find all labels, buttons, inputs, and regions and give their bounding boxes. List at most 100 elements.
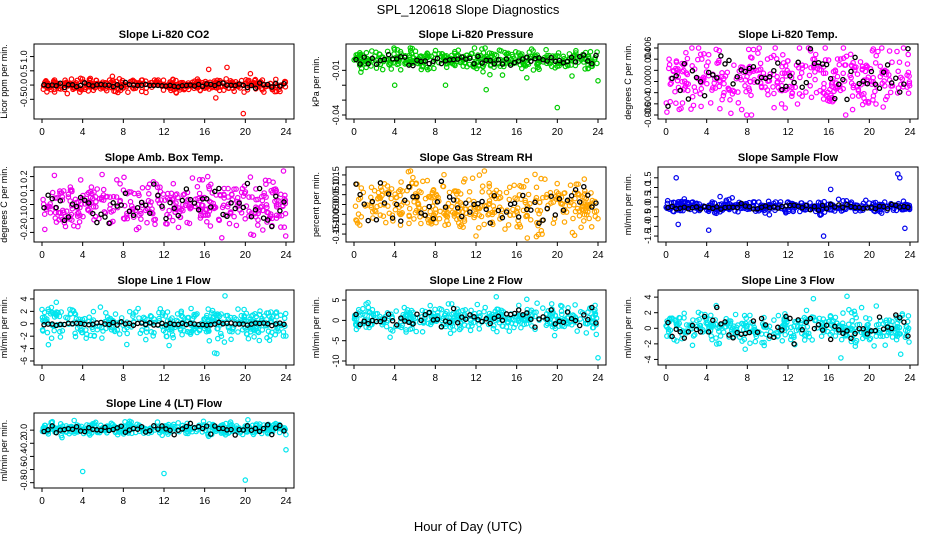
- data-point: [458, 222, 465, 228]
- data-point: [254, 222, 261, 228]
- data-point: [401, 304, 408, 311]
- data-point: [252, 310, 258, 317]
- mean-point: [726, 332, 732, 338]
- mean-point: [94, 219, 100, 226]
- mean-point: [511, 200, 518, 207]
- mean-point: [252, 207, 259, 213]
- y-tick-label: -0.004: [643, 91, 653, 117]
- data-point: [730, 323, 737, 330]
- data-point: [887, 89, 894, 96]
- data-point: [867, 335, 874, 342]
- data-point: [743, 88, 749, 95]
- x-tick-label: 24: [904, 127, 916, 138]
- data-point: [185, 430, 191, 437]
- data-point: [494, 306, 500, 313]
- data-point: [533, 233, 540, 240]
- x-tick-label: 16: [823, 373, 835, 384]
- data-point: [745, 46, 752, 53]
- data-point: [251, 77, 258, 84]
- data-point: [221, 339, 228, 345]
- mean-point: [681, 60, 688, 67]
- mean-point: [86, 200, 92, 206]
- data-point: [55, 209, 62, 216]
- data-point: [229, 191, 235, 198]
- data-point: [399, 322, 406, 329]
- data-point: [883, 332, 890, 339]
- data-point: [593, 331, 600, 338]
- data-point: [214, 311, 221, 317]
- data-point: [807, 48, 814, 54]
- data-point: [880, 104, 887, 110]
- data-point: [247, 174, 254, 180]
- mean-point: [685, 329, 692, 335]
- data-point: [886, 48, 893, 54]
- outlier-point: [473, 233, 479, 239]
- x-tick-label: 16: [511, 373, 523, 384]
- data-point: [727, 320, 734, 326]
- data-point: [39, 306, 45, 313]
- x-tick-label: 0: [663, 250, 669, 261]
- x-tick-label: 24: [592, 250, 604, 261]
- data-point: [173, 90, 180, 96]
- data-point: [144, 219, 150, 226]
- data-point: [842, 62, 849, 68]
- mean-point: [491, 192, 498, 199]
- data-point: [245, 416, 251, 423]
- mean-point: [499, 61, 506, 67]
- mean-point: [434, 199, 441, 205]
- data-point: [683, 322, 690, 328]
- y-tick-label: 1.5: [643, 172, 653, 185]
- data-point: [716, 340, 723, 347]
- data-point: [833, 86, 839, 92]
- mean-point: [49, 423, 55, 429]
- data-point: [143, 336, 149, 343]
- mean-point: [191, 200, 198, 206]
- data-point: [87, 194, 94, 201]
- data-point: [738, 106, 745, 113]
- data-point: [116, 76, 123, 82]
- data-point: [136, 315, 142, 321]
- data-point: [418, 220, 424, 227]
- mean-point: [102, 214, 108, 220]
- data-point: [712, 317, 719, 323]
- data-point: [192, 312, 199, 318]
- mean-point: [722, 319, 728, 325]
- mean-point: [365, 217, 371, 224]
- x-tick-label: 20: [240, 127, 252, 138]
- data-point: [865, 98, 871, 105]
- data-point: [407, 168, 414, 174]
- data-point: [894, 326, 901, 333]
- mean-point: [53, 204, 59, 211]
- mean-point: [689, 322, 696, 329]
- data-point: [283, 333, 289, 339]
- data-point: [836, 61, 843, 68]
- data-point: [716, 83, 723, 90]
- mean-point: [98, 211, 104, 217]
- mean-point: [195, 81, 202, 88]
- data-point: [431, 51, 438, 57]
- outlier-point: [810, 295, 817, 302]
- data-point: [51, 172, 58, 179]
- data-point: [524, 213, 531, 219]
- data-point: [849, 93, 856, 99]
- data-point: [885, 72, 892, 78]
- data-point: [872, 60, 879, 66]
- data-point: [786, 70, 792, 76]
- data-point: [246, 213, 252, 219]
- mean-point: [216, 185, 222, 192]
- data-point: [840, 45, 847, 51]
- y-tick-label: -0.1: [19, 211, 29, 227]
- data-point: [788, 333, 795, 340]
- mean-point: [714, 204, 720, 210]
- mean-point: [208, 431, 214, 437]
- data-point: [862, 99, 869, 105]
- mean-point: [106, 220, 112, 226]
- mean-point: [269, 223, 275, 230]
- data-point: [281, 196, 288, 202]
- data-point: [709, 336, 715, 343]
- mean-point: [669, 333, 675, 340]
- data-point: [228, 336, 234, 343]
- data-point: [154, 184, 161, 191]
- data-point: [71, 223, 77, 229]
- mean-point: [730, 335, 736, 341]
